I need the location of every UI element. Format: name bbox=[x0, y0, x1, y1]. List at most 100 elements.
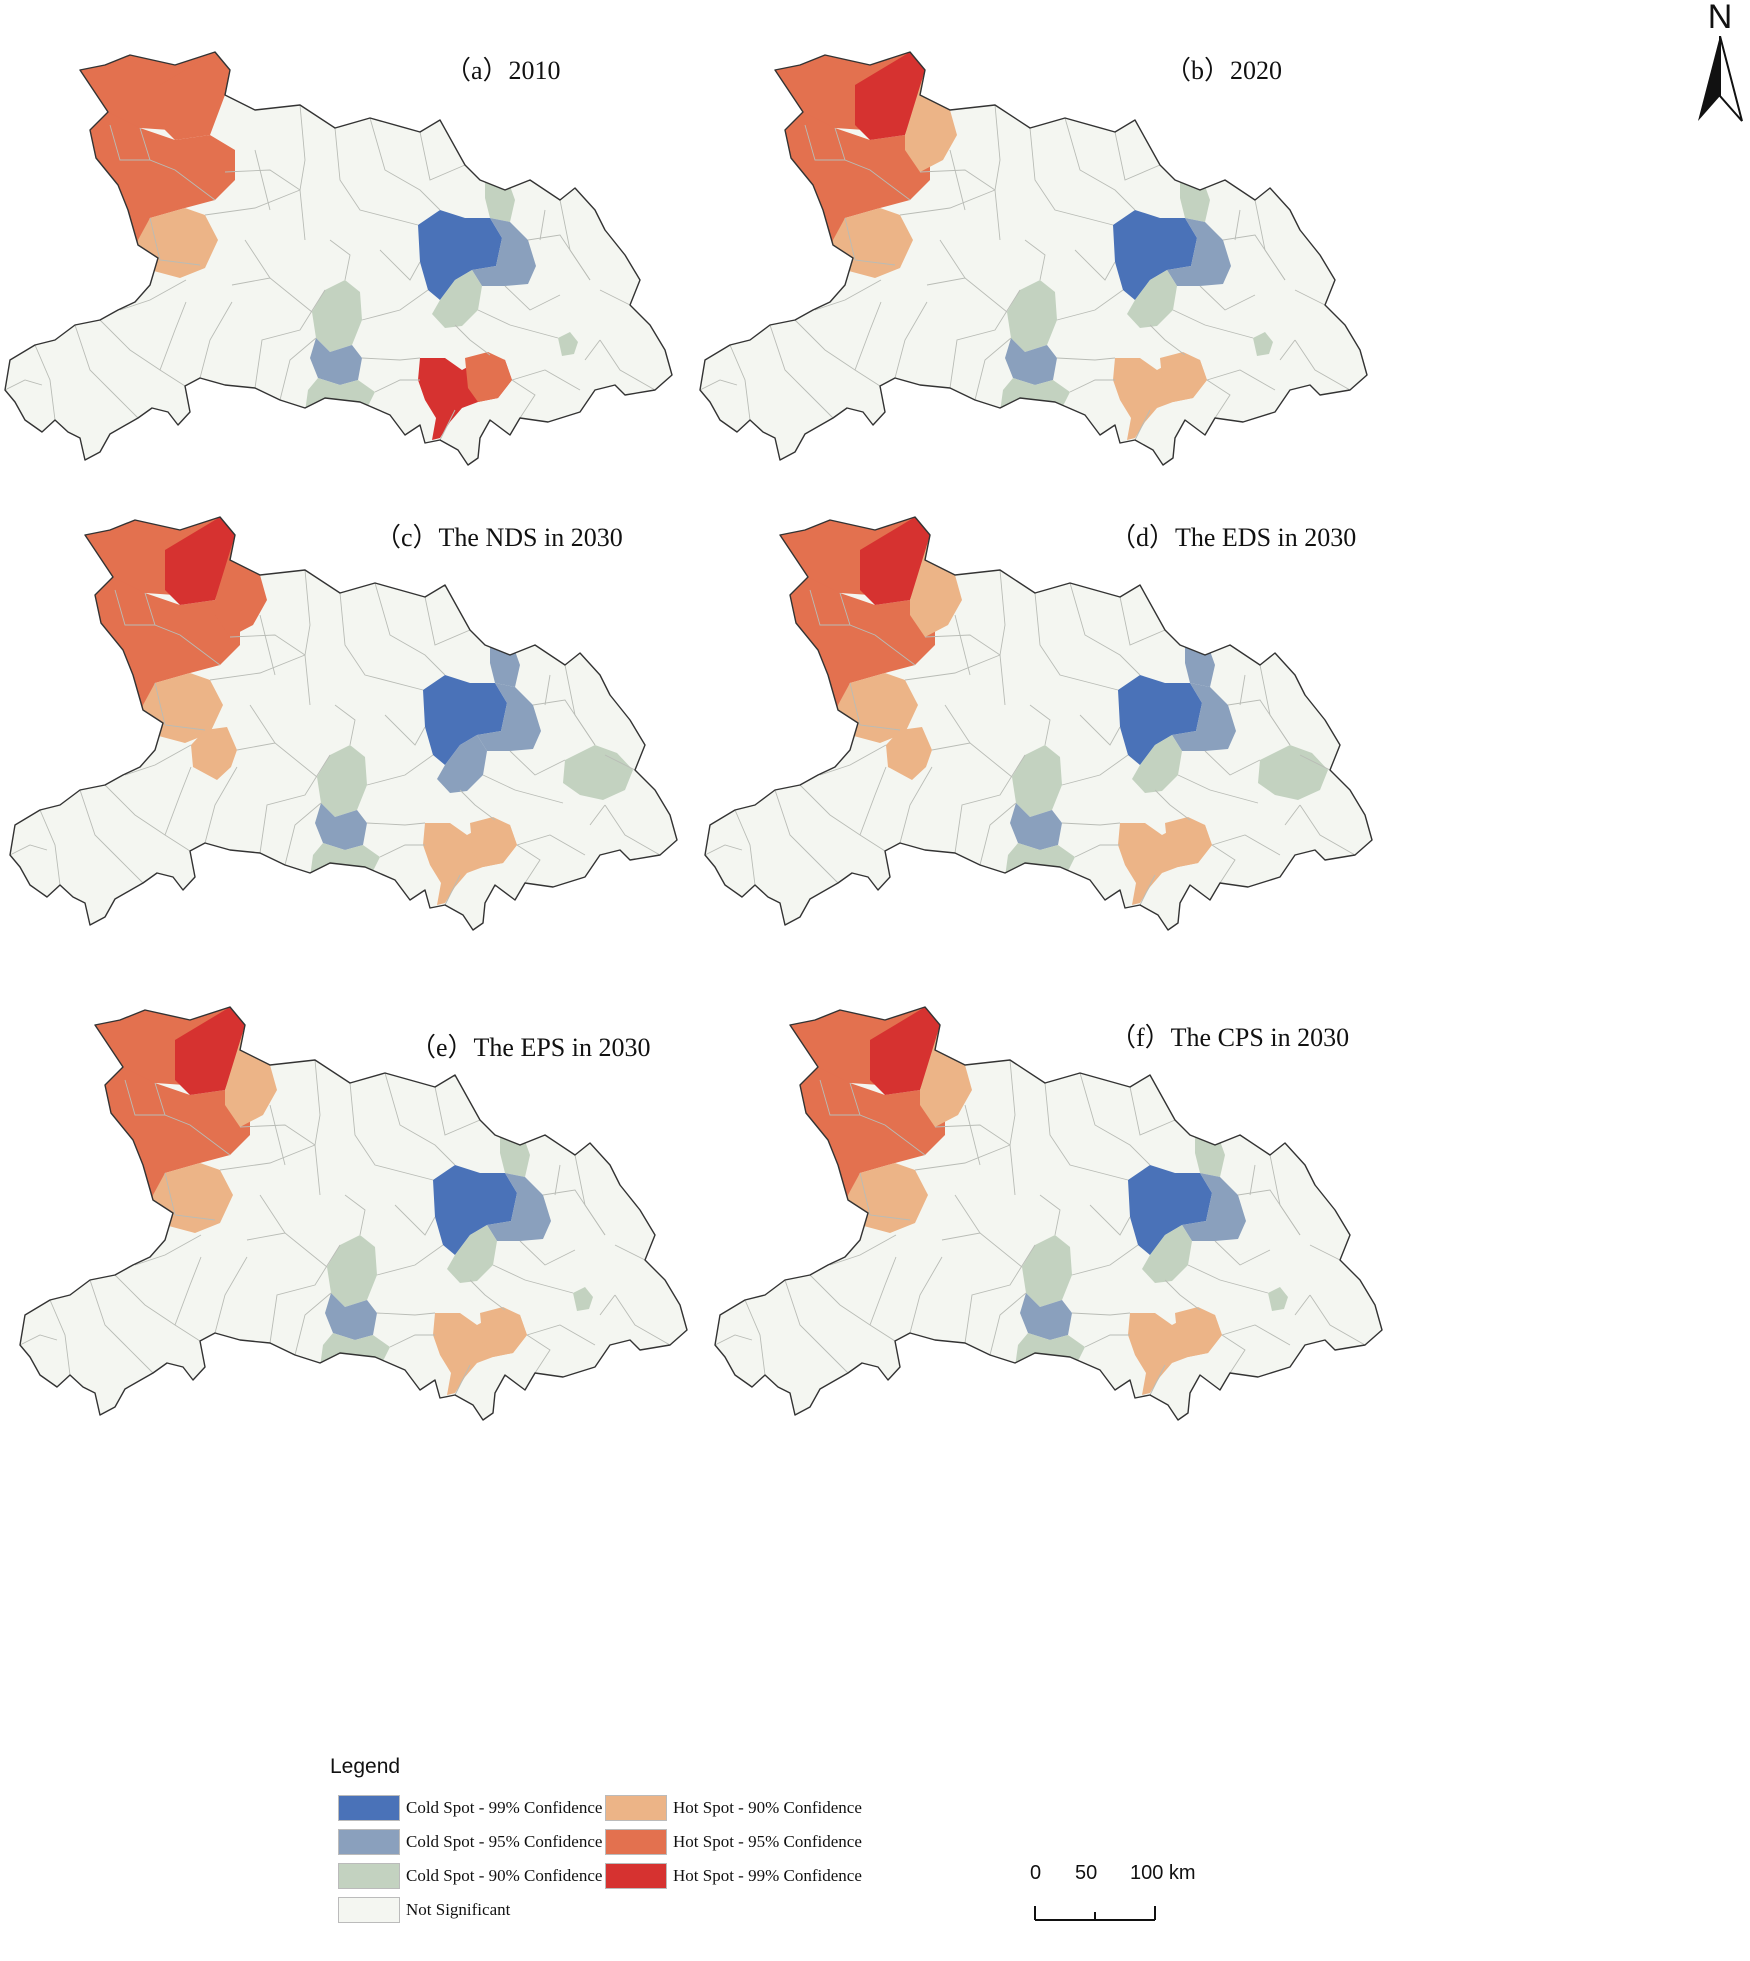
region-cw-north bbox=[1022, 1235, 1072, 1307]
county-boundary bbox=[304, 569, 311, 706]
province-outline bbox=[699, 51, 1368, 466]
county-boundary bbox=[269, 1244, 341, 1344]
county-boundary bbox=[1299, 804, 1356, 856]
county-boundary bbox=[1071, 1244, 1139, 1276]
county-boundary bbox=[526, 1324, 596, 1346]
region-c-ne bbox=[490, 635, 520, 687]
county-boundary bbox=[444, 874, 461, 906]
county-boundary bbox=[384, 714, 426, 746]
panel-title: （f）The CPS in 2030 bbox=[1110, 1023, 1350, 1052]
county-boundary bbox=[1029, 704, 1051, 746]
county-boundary bbox=[229, 634, 306, 656]
region-s-hot-e bbox=[1160, 352, 1207, 402]
county-boundary bbox=[424, 596, 471, 646]
county-boundary bbox=[479, 169, 486, 181]
county-boundary bbox=[1269, 1154, 1301, 1236]
county-boundary bbox=[964, 1104, 981, 1166]
county-boundary bbox=[1079, 1072, 1151, 1166]
region-c-east bbox=[1182, 1173, 1246, 1241]
county-boundary bbox=[1149, 324, 1186, 356]
county-boundary bbox=[334, 127, 419, 226]
county-boundary bbox=[1069, 379, 1115, 393]
county-boundary bbox=[1134, 409, 1151, 441]
county-boundary bbox=[1089, 1204, 1131, 1236]
region-c-ne bbox=[1180, 170, 1210, 222]
county-boundary bbox=[1079, 714, 1121, 746]
region-nw3 bbox=[800, 1067, 945, 1200]
region-cw-south bbox=[1005, 843, 1075, 899]
county-boundary bbox=[294, 1292, 332, 1356]
county-boundary bbox=[705, 844, 743, 856]
county-boundary bbox=[209, 654, 306, 681]
county-boundary bbox=[899, 189, 996, 216]
county-boundary bbox=[1119, 596, 1166, 646]
county-boundary bbox=[1234, 209, 1241, 241]
region-cw-south bbox=[305, 378, 375, 434]
county-boundary bbox=[39, 809, 61, 886]
region-nw3 bbox=[95, 577, 240, 710]
county-boundary bbox=[979, 802, 1017, 866]
north-arrow: N bbox=[1690, 0, 1750, 130]
north-arrow-icon bbox=[1698, 36, 1743, 122]
county-boundary bbox=[1164, 1279, 1201, 1311]
county-boundary bbox=[1284, 804, 1301, 826]
county-boundary bbox=[539, 209, 546, 241]
region-c-core bbox=[423, 675, 507, 765]
county-boundary bbox=[954, 614, 971, 676]
map-b bbox=[699, 51, 1368, 466]
county-boundary bbox=[614, 1294, 671, 1346]
county-boundary bbox=[1214, 1240, 1271, 1266]
region-cw-mid bbox=[1020, 1293, 1072, 1340]
map-e bbox=[19, 1006, 688, 1421]
county-boundary bbox=[1056, 289, 1124, 321]
region-c-core bbox=[418, 210, 502, 300]
county-boundary bbox=[454, 324, 491, 356]
county-boundary bbox=[839, 592, 916, 666]
county-boundary bbox=[854, 301, 882, 371]
county-boundary bbox=[559, 199, 591, 281]
county-boundary bbox=[834, 127, 911, 201]
county-boundary bbox=[584, 339, 601, 361]
region-e-small bbox=[558, 332, 578, 356]
county-boundary bbox=[526, 1334, 551, 1374]
county-boundary bbox=[859, 766, 887, 836]
county-boundary bbox=[124, 1079, 165, 1116]
county-boundary bbox=[1259, 664, 1291, 746]
region-c-core bbox=[1118, 675, 1202, 765]
county-boundary bbox=[949, 149, 966, 211]
province-base bbox=[705, 517, 1372, 930]
county-boundary bbox=[939, 239, 966, 279]
county-boundary bbox=[729, 344, 751, 421]
legend-item: Cold Spot - 90% Confidence bbox=[338, 1863, 602, 1889]
county-boundary bbox=[1074, 844, 1120, 858]
county-boundary bbox=[1039, 1194, 1061, 1236]
county-boundary bbox=[544, 674, 551, 706]
county-boundary bbox=[1029, 127, 1114, 226]
county-boundary bbox=[1206, 379, 1231, 419]
county-boundary bbox=[899, 766, 933, 844]
county-boundary bbox=[1309, 1294, 1366, 1346]
county-boundary bbox=[259, 1194, 286, 1234]
map-panel-a: （a）2010 bbox=[0, 40, 700, 510]
county-boundary bbox=[1309, 1244, 1341, 1261]
county-boundary bbox=[919, 169, 996, 191]
legend-item: Cold Spot - 99% Confidence bbox=[338, 1795, 602, 1821]
region-s-hot-e bbox=[1175, 1307, 1222, 1357]
county-boundary bbox=[376, 1244, 444, 1276]
legend-item: Not Significant bbox=[338, 1897, 510, 1923]
county-boundary bbox=[599, 1294, 616, 1316]
county-boundary bbox=[934, 1124, 1011, 1146]
county-boundary bbox=[114, 589, 155, 626]
province-outline bbox=[4, 51, 673, 466]
region-nw3 bbox=[90, 112, 235, 245]
county-boundary bbox=[334, 704, 356, 746]
county-boundary bbox=[49, 1299, 71, 1376]
legend-swatch bbox=[338, 1795, 400, 1821]
province-outline bbox=[714, 1006, 1383, 1421]
legend-label: Cold Spot - 95% Confidence bbox=[406, 1832, 603, 1851]
county-boundary bbox=[604, 754, 636, 771]
region-cw-north bbox=[327, 1235, 377, 1307]
region-cw-north bbox=[1007, 280, 1057, 352]
county-boundary bbox=[114, 1274, 201, 1342]
region-c-ne bbox=[1195, 1125, 1225, 1177]
